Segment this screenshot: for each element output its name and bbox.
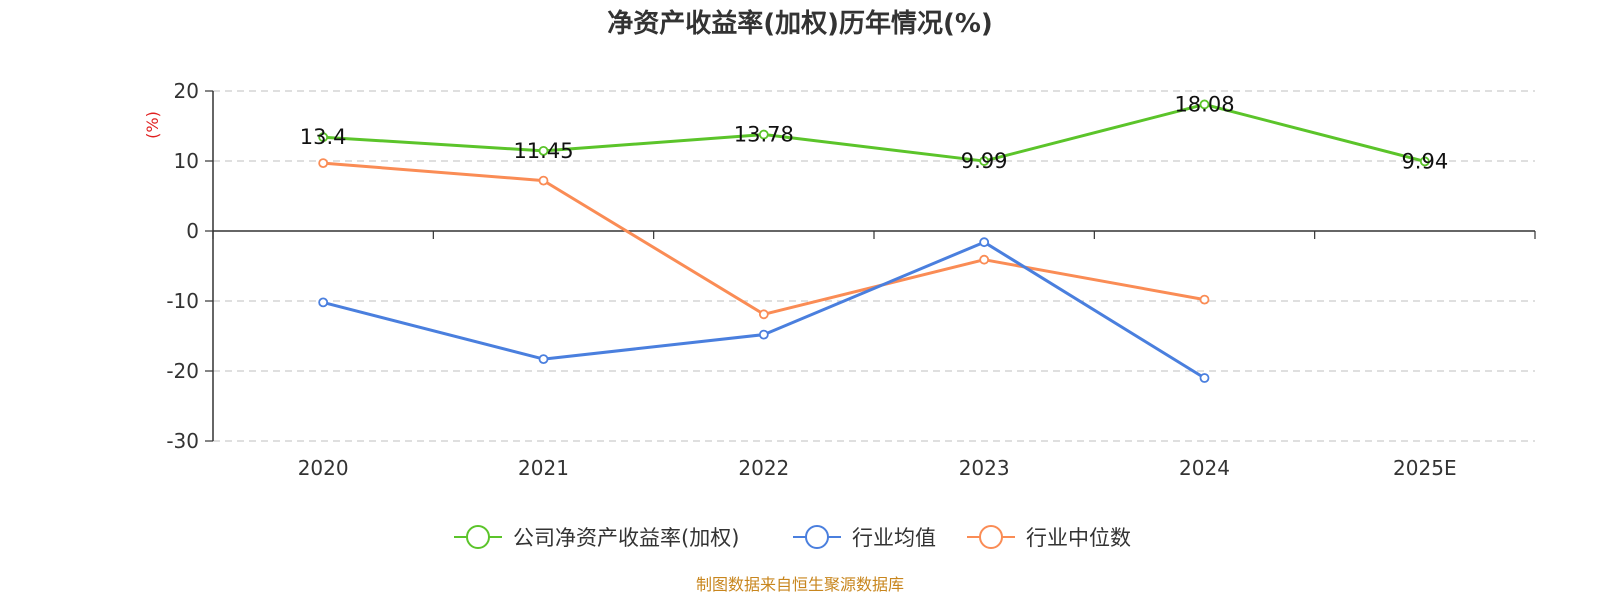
y-tick-label: -10 [166,289,199,313]
grid [213,90,1535,442]
data-label: 13.78 [734,123,794,147]
x-tick-label: 2021 [518,456,569,480]
data-point [318,297,329,308]
legend-swatch-marker [979,525,1003,549]
legend-swatch-marker [466,525,490,549]
y-axis-label: (%) [143,111,162,139]
data-point [538,175,549,186]
y-tick-label: -20 [166,359,199,383]
legend-label: 行业中位数 [1026,526,1131,550]
legend-swatch-marker [805,525,829,549]
series-lines [318,99,1430,383]
axes: 20 10 0 -10 -20 -30 2020 2021 2022 2023 2024 2025E [166,79,1536,480]
x-tick-label: 2023 [959,456,1010,480]
legend-item: 行业均值 [793,525,936,550]
legend-item: 公司净资产收益率(加权) [454,525,739,550]
y-tick-label: -30 [166,429,199,453]
x-tick-label: 2024 [1179,456,1230,480]
data-label: 11.45 [513,139,573,163]
data-point [1199,373,1210,383]
source-note: 制图数据来自恒生聚源数据库 [696,575,904,594]
data-point [318,158,329,169]
data-point [1199,99,1210,110]
series-line [323,102,1426,163]
y-tick-label: 0 [186,219,199,243]
data-point [1419,156,1430,167]
data-label: 9.99 [961,149,1008,173]
data-point [318,132,329,143]
data-point [979,237,990,248]
data-label: 13.4 [300,125,347,149]
data-point [538,354,549,365]
y-tick-label: 20 [174,79,199,103]
data-labels: 13.4 11.45 13.78 9.99 18.08 9.94 [300,92,1448,173]
data-point [538,145,549,156]
data-point [979,254,990,265]
legend-label: 行业均值 [852,526,936,550]
x-tick-label: 2020 [298,456,349,480]
legend-label: 公司净资产收益率(加权) [513,526,739,550]
legend: 公司净资产收益率(加权) 行业均值 行业中位数 [454,525,1131,550]
data-point [1199,294,1210,305]
data-point [758,129,769,140]
series-line [323,161,1205,316]
data-point [758,329,769,340]
x-tick-label: 2022 [738,456,789,480]
data-point [979,156,990,166]
y-tick-label: 10 [174,149,199,173]
x-tick-label: 2025E [1393,456,1457,480]
data-point [758,309,769,320]
chart-title: 净资产收益率(加权)历年情况(%) [607,8,993,39]
data-label: 9.94 [1401,149,1448,173]
legend-item: 行业中位数 [967,525,1131,550]
data-label: 18.08 [1174,92,1234,116]
